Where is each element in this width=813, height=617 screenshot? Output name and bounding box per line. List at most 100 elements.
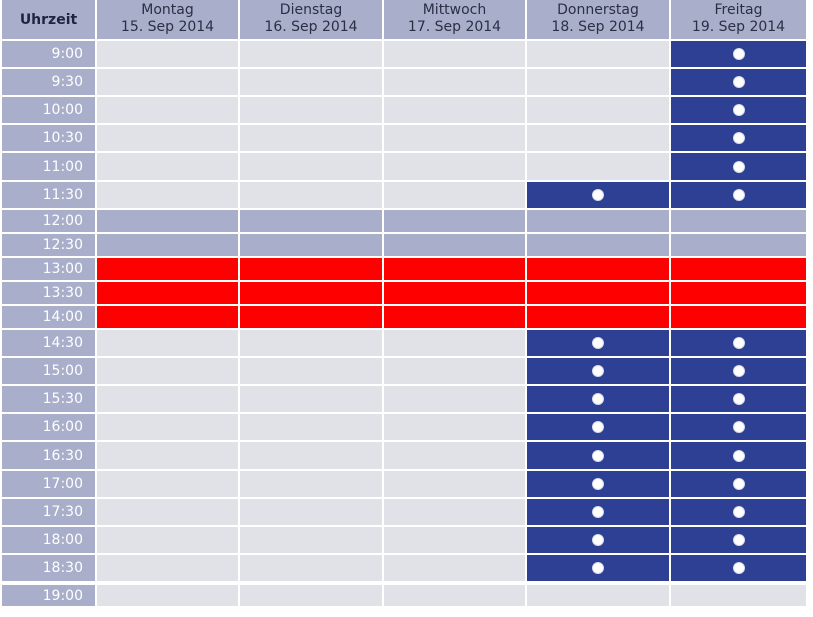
available-slot[interactable] (527, 414, 669, 440)
available-slot[interactable] (671, 442, 806, 469)
free-slot (240, 97, 382, 123)
slot-radio-icon[interactable] (732, 449, 745, 462)
free-slot (97, 330, 238, 356)
lunch-slot (671, 210, 806, 232)
busy-slot (97, 282, 238, 304)
free-slot (97, 69, 238, 95)
slot-radio-icon[interactable] (732, 562, 745, 574)
available-slot[interactable] (671, 69, 806, 95)
busy-slot (527, 258, 669, 280)
time-label: 18:00 (2, 527, 95, 553)
time-label: 10:30 (2, 125, 95, 151)
slot-radio-icon[interactable] (732, 506, 745, 518)
time-label: 12:30 (2, 234, 95, 256)
slot-radio-icon[interactable] (592, 534, 604, 546)
time-label: 11:00 (2, 153, 95, 180)
free-slot (97, 358, 238, 384)
slot-radio-icon[interactable] (592, 189, 604, 201)
busy-slot (527, 306, 669, 328)
free-slot (97, 97, 238, 123)
available-slot[interactable] (527, 330, 669, 356)
available-slot[interactable] (671, 386, 806, 412)
free-slot (240, 442, 382, 469)
available-slot[interactable] (527, 358, 669, 384)
slot-radio-icon[interactable] (732, 393, 745, 405)
available-slot[interactable] (671, 499, 806, 525)
time-label: 19:00 (2, 585, 95, 606)
available-slot[interactable] (671, 41, 806, 67)
available-slot[interactable] (527, 555, 669, 581)
slot-radio-icon[interactable] (592, 506, 604, 518)
slot-radio-icon[interactable] (592, 337, 604, 349)
time-label: 17:00 (2, 471, 95, 497)
free-slot (384, 182, 525, 208)
slot-radio-icon[interactable] (592, 393, 604, 405)
day-header-freitag: Freitag 19. Sep 2014 (671, 0, 806, 39)
slot-radio-icon[interactable] (732, 189, 745, 201)
free-slot (240, 330, 382, 356)
free-slot (240, 499, 382, 525)
slot-radio-icon[interactable] (732, 160, 745, 173)
slot-radio-icon[interactable] (592, 449, 604, 462)
free-slot (240, 386, 382, 412)
available-slot[interactable] (527, 527, 669, 553)
time-label: 18:30 (2, 555, 95, 581)
available-slot[interactable] (671, 153, 806, 180)
slot-radio-icon[interactable] (732, 104, 745, 116)
free-slot (527, 69, 669, 95)
free-slot (97, 555, 238, 581)
slot-radio-icon[interactable] (592, 421, 604, 433)
day-name: Donnerstag (557, 2, 639, 18)
lunch-slot (527, 210, 669, 232)
available-slot[interactable] (527, 499, 669, 525)
slot-radio-icon[interactable] (732, 76, 745, 88)
free-slot (97, 182, 238, 208)
available-slot[interactable] (671, 97, 806, 123)
free-slot (527, 125, 669, 151)
free-slot (240, 555, 382, 581)
busy-slot (671, 282, 806, 304)
free-slot (240, 527, 382, 553)
free-slot (97, 527, 238, 553)
free-slot (240, 414, 382, 440)
slot-radio-icon[interactable] (592, 478, 604, 490)
lunch-slot (240, 210, 382, 232)
available-slot[interactable] (527, 386, 669, 412)
free-slot (240, 182, 382, 208)
free-slot (384, 358, 525, 384)
free-slot (384, 471, 525, 497)
day-name: Dienstag (279, 2, 343, 18)
free-slot (97, 386, 238, 412)
slot-radio-icon[interactable] (592, 562, 604, 574)
slot-radio-icon[interactable] (732, 365, 745, 377)
time-label: 13:00 (2, 258, 95, 280)
slot-radio-icon[interactable] (732, 132, 745, 144)
slot-radio-icon[interactable] (732, 48, 745, 60)
available-slot[interactable] (671, 471, 806, 497)
slot-radio-icon[interactable] (732, 421, 745, 433)
free-slot (384, 527, 525, 553)
slot-radio-icon[interactable] (732, 478, 745, 490)
available-slot[interactable] (671, 125, 806, 151)
slot-radio-icon[interactable] (732, 337, 745, 349)
available-slot[interactable] (527, 471, 669, 497)
available-slot[interactable] (527, 182, 669, 208)
busy-slot (240, 282, 382, 304)
available-slot[interactable] (671, 527, 806, 553)
free-slot (384, 585, 525, 606)
time-label: 12:00 (2, 210, 95, 232)
slot-radio-icon[interactable] (592, 365, 604, 377)
available-slot[interactable] (671, 358, 806, 384)
available-slot[interactable] (527, 442, 669, 469)
available-slot[interactable] (671, 414, 806, 440)
corner-label: Uhrzeit (19, 11, 78, 28)
available-slot[interactable] (671, 182, 806, 208)
day-date: 18. Sep 2014 (551, 19, 645, 35)
available-slot[interactable] (671, 555, 806, 581)
slot-radio-icon[interactable] (732, 534, 745, 546)
available-slot[interactable] (671, 330, 806, 356)
busy-slot (671, 258, 806, 280)
free-slot (240, 585, 382, 606)
free-slot (384, 499, 525, 525)
